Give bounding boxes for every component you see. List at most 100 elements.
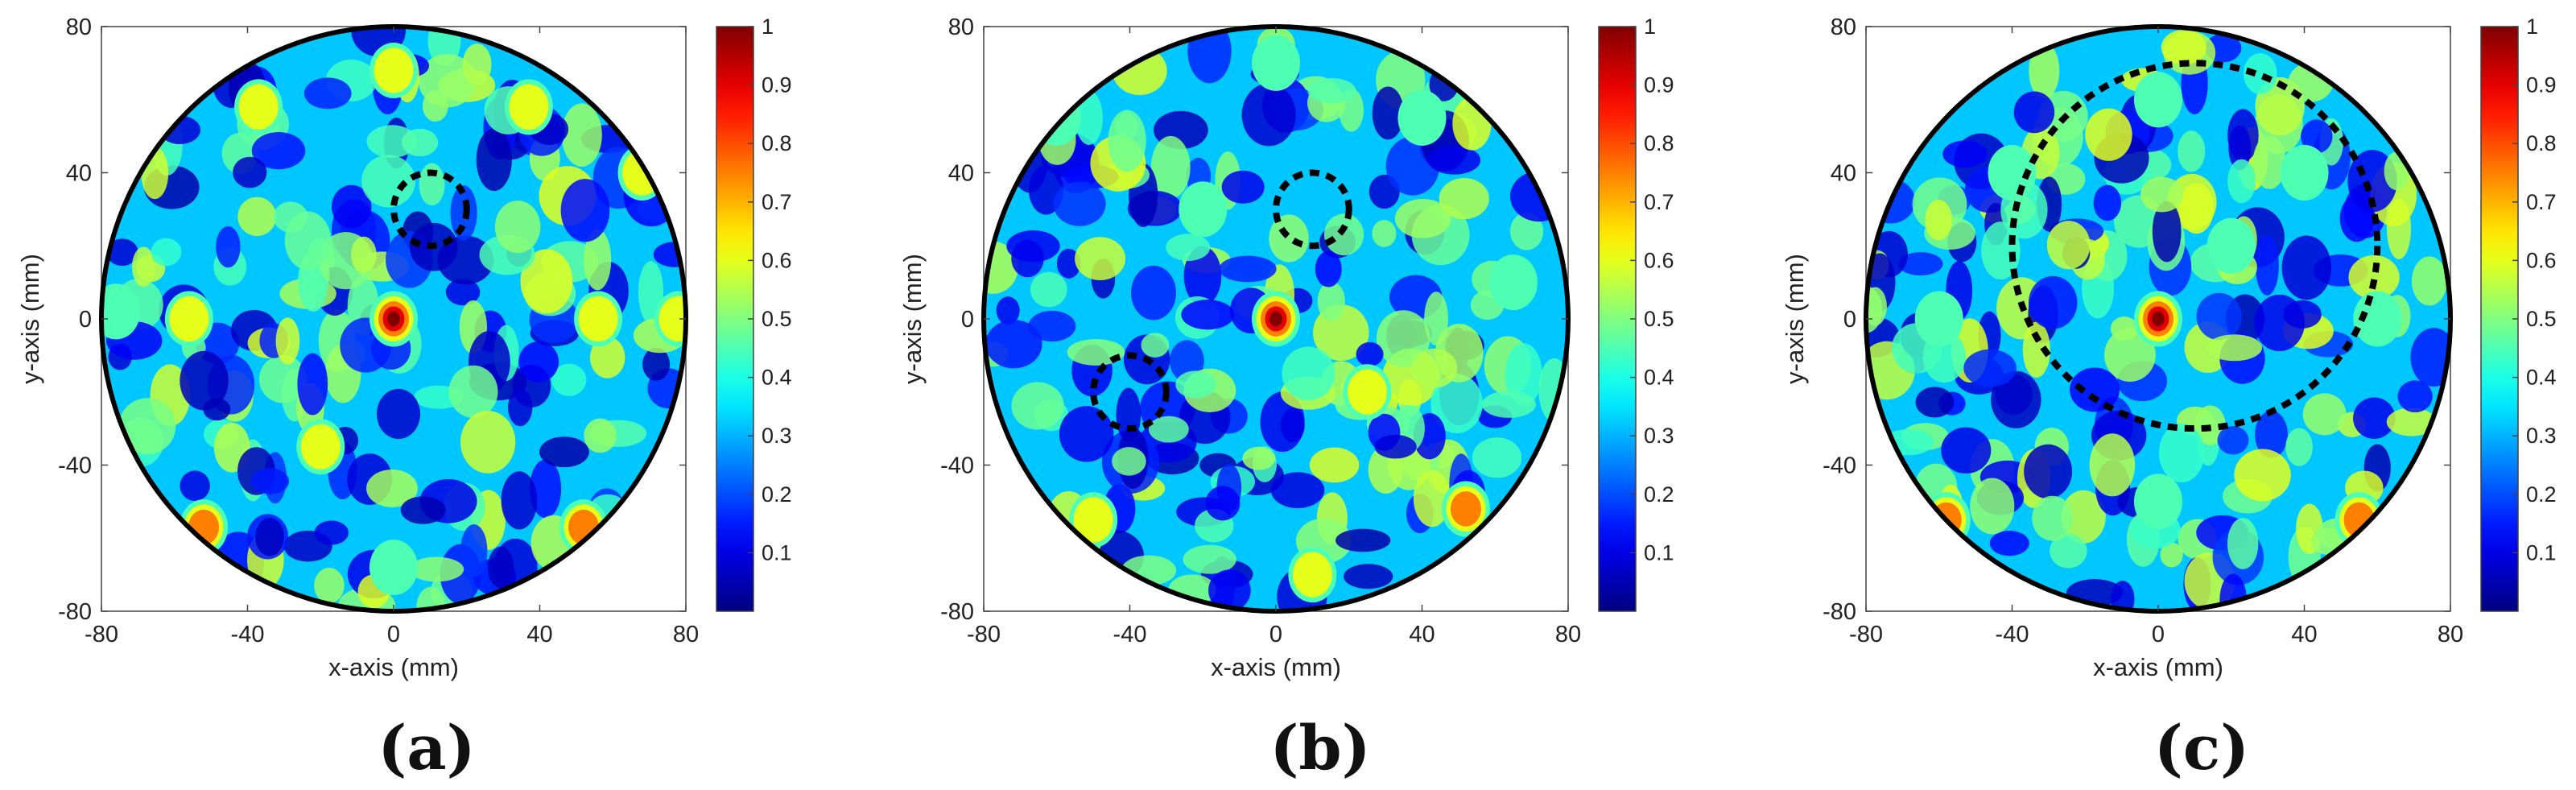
peak-contour [1914,291,1963,347]
speckle-blob [2158,423,2205,483]
y-tick-label: 0 [1843,307,1856,333]
peak-contour [509,84,549,130]
speckle-blob [508,388,533,427]
speckle-blob [2227,159,2256,204]
colorbar-tick-label: 0.5 [2526,307,2557,331]
speckle-blob [2178,130,2206,172]
speckle-blob [284,211,332,271]
speckle-blob [1108,110,1146,172]
y-tick-label: -40 [940,453,974,479]
peak-contour [2152,311,2165,327]
speckle-blob [2397,380,2433,413]
colorbar-tick-label: 0.4 [2526,366,2557,390]
speckle-blob [297,353,328,416]
colorbar-tick-label: 1 [762,14,774,39]
speckle-blob [2285,428,2313,466]
y-tick-label: 80 [1831,14,1856,40]
colorbar-tick-label: 0.7 [1644,190,1674,214]
speckle-blob [361,155,416,208]
speckle-blob [1075,90,1103,145]
colorbar-tick-label: 0.7 [762,190,792,214]
speckle-blob [1053,181,1106,226]
y-tick-label: 0 [961,307,974,333]
speckle-blob [2089,433,2136,497]
x-axis-label: x-axis (mm) [2093,653,2223,681]
speckle-blob [1424,292,1449,345]
speckle-blob [539,436,589,468]
speckle-blob [1970,478,2015,535]
speckle-blob [1075,237,1126,281]
peak-contour [2207,217,2256,274]
speckle-blob [303,77,352,110]
speckle-blob [1372,220,1397,247]
speckle-blob [2070,367,2120,412]
speckle-blob [1372,86,1404,140]
speckle-blob [2046,221,2091,270]
speckle-blob [494,201,541,254]
colorbar-tick-label: 0.2 [1644,482,1674,507]
y-tick-label: 80 [66,14,92,40]
peak-contour [1347,369,1387,415]
speckle-blob [1205,486,1241,521]
speckle-blob [105,238,138,267]
speckle-blob [1413,469,1451,527]
speckle-blob [314,567,345,604]
colorbar: 1 0.9 0.8 0.7 0.6 0.5 0.4 0.3 0.2 0.1 [716,14,792,612]
x-tick-label: -80 [967,622,1001,647]
speckle-blob [1897,252,1943,276]
speckle-blob [314,520,349,545]
x-tick-label: 80 [673,622,699,647]
speckle-blob [1307,78,1356,104]
speckle-blob [1166,234,1211,262]
speckle-blob [460,524,488,577]
speckle-blob [2411,256,2447,306]
speckle-blob [561,103,602,167]
speckle-blob [1221,170,1265,204]
x-tick-label: 40 [2291,622,2317,647]
speckle-blob [1427,146,1481,175]
y-tick-label: -40 [58,453,92,479]
speckle-blob [2085,108,2132,161]
speckle-blob [2281,235,2332,300]
y-tick-label: 40 [66,161,92,187]
speckle-blob [1241,83,1296,147]
speckle-blob [118,398,176,455]
colorbar-tick-label: 0.7 [2526,190,2557,214]
speckle-blob [250,468,290,494]
peak-contour [374,48,414,93]
panel-label: (a) [378,712,475,784]
colorbar-tick-label: 0.2 [2526,482,2557,507]
x-tick-label: 0 [2152,622,2165,647]
peak-contour [1450,491,1481,527]
speckle-blob [2255,234,2279,296]
speckle-blob [2028,275,2078,329]
speckle-blob [350,236,377,274]
speckle-blob [409,556,464,582]
colorbar-tick-label: 0.4 [1644,366,1674,390]
heatmap-field [1866,27,2450,611]
speckle-blob [2160,542,2183,568]
colorbar-tick-label: 0.3 [2526,424,2557,448]
speckle-blob [2301,119,2333,154]
speckle-blob [984,241,1018,294]
colorbar-tick-label: 0.3 [1644,424,1674,448]
speckle-blob [1356,341,1384,367]
speckle-blob [1323,213,1364,256]
heatmap-field [101,27,686,611]
peak-contour [387,311,400,327]
speckle-blob [1141,333,1170,358]
speckle-blob [460,411,516,474]
speckle-blob [1112,447,1146,476]
speckle-blob [2348,254,2400,300]
speckle-blob [233,156,267,188]
speckle-blob [2196,292,2242,341]
speckle-blob [1505,343,1542,406]
x-tick-label: 0 [387,622,400,647]
x-tick-label: -80 [85,622,118,647]
speckle-blob [1181,300,1235,330]
y-tick-label: -40 [1823,453,1856,479]
speckle-blob [996,296,1020,325]
speckle-blob [1374,434,1417,459]
speckle-blob [2061,490,2106,544]
speckle-blob [180,470,210,502]
